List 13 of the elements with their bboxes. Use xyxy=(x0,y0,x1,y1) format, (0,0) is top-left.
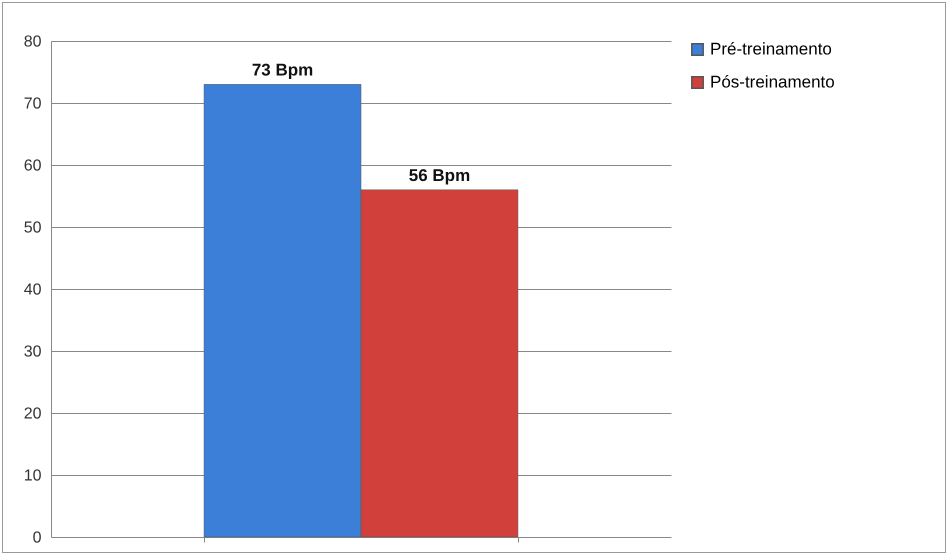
y-tick-label: 80 xyxy=(24,34,42,50)
data-label: 56 Bpm xyxy=(408,166,470,185)
y-tick-label: 70 xyxy=(24,96,42,112)
y-tick-label: 60 xyxy=(24,158,42,174)
legend-label: Pós-treinamento xyxy=(710,72,835,92)
y-tick-label: 40 xyxy=(24,282,42,298)
legend-label: Pré-treinamento xyxy=(710,40,832,58)
y-tick-label: 0 xyxy=(32,530,42,546)
y-tick-label: 10 xyxy=(24,468,42,484)
y-tick-label: 50 xyxy=(24,220,42,236)
data-label: 73 Bpm xyxy=(252,60,314,80)
y-tick-label: 20 xyxy=(24,406,42,422)
y-tick-label: 30 xyxy=(24,344,42,360)
